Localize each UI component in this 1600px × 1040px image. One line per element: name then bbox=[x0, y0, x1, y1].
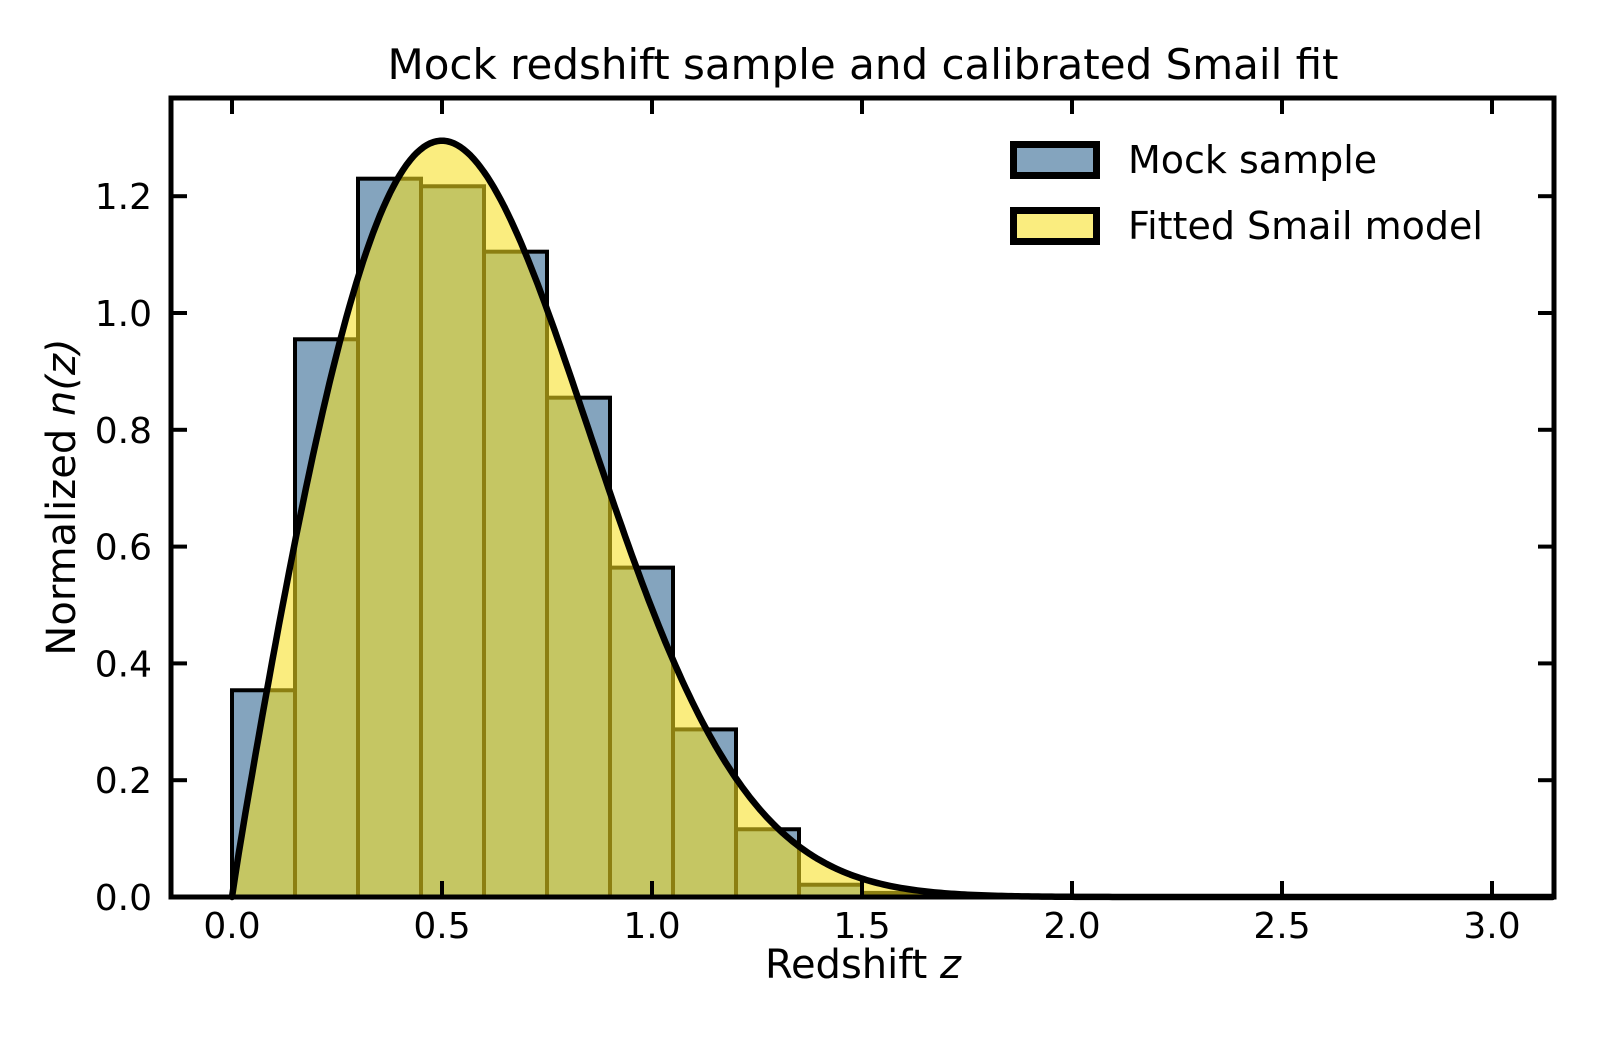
x-tick-label: 2.0 bbox=[1043, 906, 1100, 947]
legend-item-fitted-smail-model: Fitted Smail model bbox=[1010, 207, 1483, 245]
x-axis-label-text: Redshift bbox=[764, 942, 941, 988]
legend-swatch-mock-sample bbox=[1010, 141, 1100, 179]
y-tick-label: 1.2 bbox=[95, 177, 152, 218]
x-tick-label: 1.0 bbox=[623, 906, 680, 947]
legend-label-mock-sample: Mock sample bbox=[1128, 138, 1378, 182]
smail-model-fill bbox=[232, 140, 1556, 897]
y-tick-label: 1.0 bbox=[95, 294, 152, 335]
page-title: Mock redshift sample and calibrated Smai… bbox=[387, 40, 1339, 89]
legend: Mock sample Fitted Smail model bbox=[1010, 141, 1483, 245]
y-axis-label-math: n(z) bbox=[39, 338, 85, 416]
x-tick-label: 3.0 bbox=[1463, 906, 1520, 947]
y-tick-label: 0.8 bbox=[95, 411, 152, 452]
y-axis-label: Normalized n(z) bbox=[39, 338, 85, 655]
x-axis-label-math: z bbox=[940, 942, 962, 988]
y-tick-label: 0.4 bbox=[95, 644, 152, 685]
legend-swatch-fitted-smail-model bbox=[1010, 207, 1100, 245]
axes-spines bbox=[168, 95, 1557, 900]
y-tick-label: 0.0 bbox=[95, 878, 152, 919]
axis-ticks bbox=[173, 100, 1552, 899]
x-tick-label: 0.5 bbox=[413, 906, 470, 947]
axis-tick-labels: 0.0 0.5 1.0 1.5 2.0 2.5 3.0 0.0 0.2 0.4 0.6 0.8 1.0 1… bbox=[95, 177, 1521, 947]
legend-label-fitted-smail-model: Fitted Smail model bbox=[1128, 204, 1483, 248]
smail-fill-area bbox=[232, 140, 1556, 897]
x-tick-label: 2.5 bbox=[1253, 906, 1310, 947]
y-tick-label: 0.2 bbox=[95, 761, 152, 802]
plot-frame bbox=[168, 95, 1557, 900]
x-tick-label: 0.0 bbox=[203, 906, 260, 947]
y-tick-label: 0.6 bbox=[95, 528, 152, 569]
x-axis-label: Redshift z bbox=[170, 942, 1556, 988]
legend-item-mock-sample: Mock sample bbox=[1010, 141, 1483, 179]
y-axis-label-text: Normalized bbox=[39, 416, 85, 656]
x-tick-label: 1.5 bbox=[833, 906, 890, 947]
